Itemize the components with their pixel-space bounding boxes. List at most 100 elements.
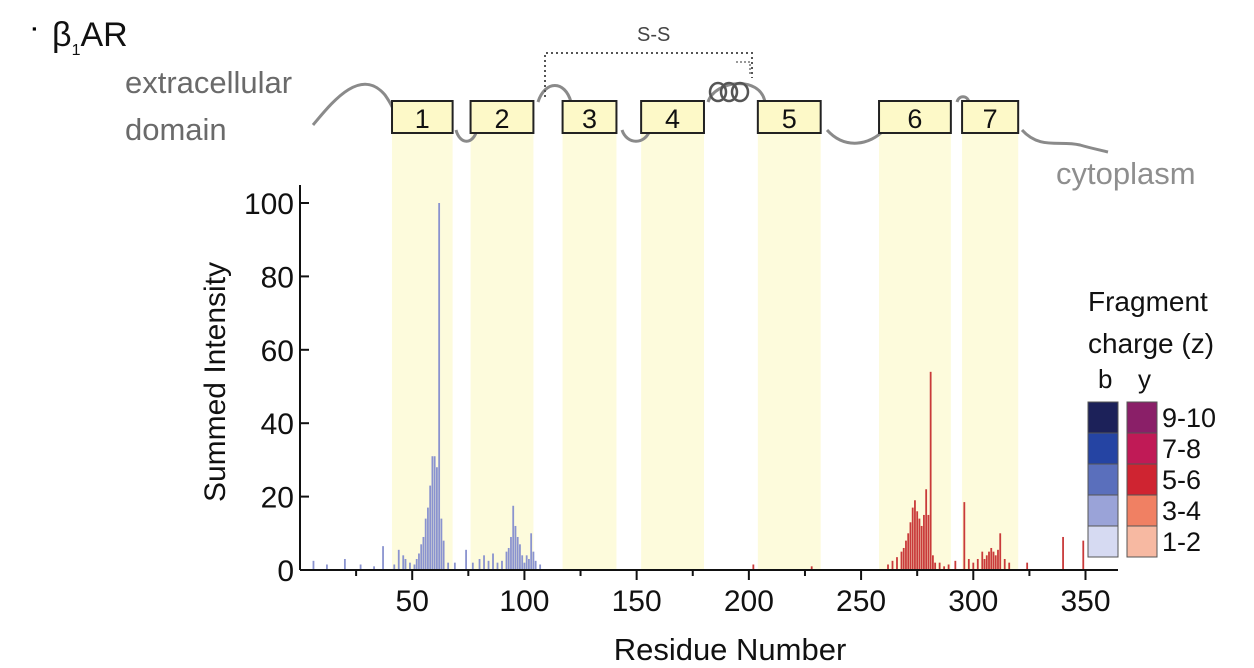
bar-b-97 [516, 536, 519, 570]
bar-y-264 [891, 560, 894, 570]
x-tick-label-150: 150 [612, 585, 662, 618]
bar-b-102 [528, 558, 530, 570]
helix-shade-6 [879, 133, 951, 570]
bar-b-92 [505, 551, 508, 570]
n-terminus-path [311, 82, 398, 126]
panel-title: β1AR [52, 16, 128, 59]
y-tick-label-20: 20 [261, 482, 294, 515]
bar-y-300 [972, 562, 975, 570]
legend-label-9-10: 9-10 [1162, 403, 1216, 433]
bar-y-269 [902, 547, 905, 570]
bar-b-93 [507, 547, 510, 570]
bar-b-59 [431, 456, 434, 570]
helix-box-1 [391, 100, 454, 134]
bar-b-69 [453, 562, 456, 570]
bar-y-316 [1008, 562, 1011, 570]
bar-y-274 [914, 500, 916, 570]
bar-b-82 [483, 555, 485, 570]
loop-icl3 [825, 128, 886, 145]
bar-y-279 [925, 489, 928, 570]
bar-b-20 [343, 558, 346, 570]
bar-y-278 [923, 514, 925, 570]
helix-label-7: 7 [983, 104, 998, 134]
bar-b-44 [397, 549, 400, 570]
helix-box-group: 1 2 3 4 5 6 7 [391, 100, 1020, 134]
helix-shade-4 [641, 133, 704, 570]
bar-y-304 [981, 551, 984, 570]
bar-y-307 [988, 551, 990, 570]
extracellular-label-line1: extracellular [125, 65, 292, 100]
bar-b-63 [440, 518, 443, 570]
y-tick-label-40: 40 [261, 408, 294, 441]
y-axis-label: Summed Intensity [199, 262, 232, 502]
bar-b-37 [382, 546, 384, 570]
bar-y-228 [810, 566, 813, 570]
bar-y-287 [943, 566, 946, 570]
bar-b-61 [436, 467, 438, 570]
legend-col-b: b [1098, 364, 1112, 394]
bar-b-66 [447, 562, 450, 570]
bar-b-60 [433, 456, 436, 570]
legend-swatch-b-3-4 [1087, 494, 1119, 527]
bar-b-88 [496, 562, 499, 570]
legend-swatch-y-3-4 [1126, 494, 1158, 527]
legend-swatch-y-9-10 [1126, 401, 1158, 434]
legend-col-y: y [1138, 364, 1151, 394]
helix-box-4 [640, 100, 705, 134]
helix-label-6: 6 [907, 104, 922, 134]
helix-box-7 [961, 100, 1020, 134]
bar-y-312 [999, 533, 1002, 570]
helix-label-2: 2 [494, 104, 509, 134]
panel-label-mark: ▪ [32, 21, 37, 36]
y-tick-label-100: 100 [244, 188, 294, 221]
bar-b-99 [521, 555, 524, 570]
ecl2-helix-coil [708, 81, 750, 103]
legend-title-line2: charge (z) [1088, 328, 1214, 359]
bar-y-292 [954, 560, 957, 570]
disulfide-bond [544, 52, 753, 97]
bar-b-55 [422, 536, 425, 570]
bar-b-80 [478, 558, 481, 570]
helix-box-6 [878, 100, 952, 134]
legend-label-5-6: 5-6 [1162, 465, 1201, 495]
bar-y-324 [1026, 562, 1029, 570]
bar-b-95 [512, 505, 515, 570]
c-terminus-path [1020, 128, 1109, 154]
bar-y-311 [997, 549, 999, 570]
bar-b-54 [420, 544, 423, 570]
bar-y-309 [992, 551, 995, 570]
legend-swatch-b-1-2 [1087, 525, 1119, 558]
bar-b-62 [438, 203, 441, 570]
helix-shade-7 [962, 133, 1019, 570]
x-tick-label-250: 250 [836, 585, 886, 618]
bar-b-6 [312, 560, 315, 570]
bar-y-270 [905, 540, 907, 570]
helix-label-4: 4 [665, 104, 680, 134]
bar-b-107 [539, 564, 542, 570]
bar-y-273 [911, 507, 914, 570]
bar-y-283 [934, 562, 937, 570]
legend-rows: 9-107-85-63-41-2 [1087, 401, 1216, 558]
y-tick-label-0: 0 [277, 555, 294, 588]
bar-b-101 [525, 555, 528, 570]
x-tick-label-350: 350 [1060, 585, 1110, 618]
bar-b-56 [424, 518, 427, 570]
legend-swatch-b-5-6 [1087, 463, 1119, 496]
bar-y-272 [909, 522, 912, 570]
bar-b-98 [519, 544, 521, 570]
legend-label-3-4: 3-4 [1162, 496, 1201, 526]
bar-b-94 [510, 536, 512, 570]
bar-y-305 [983, 558, 986, 570]
bar-y-271 [907, 533, 910, 570]
legend-swatch-y-7-8 [1126, 432, 1158, 465]
bar-b-86 [492, 553, 494, 570]
bar-b-12 [326, 564, 328, 570]
b-ion-bars [312, 203, 542, 570]
bar-b-90 [501, 560, 503, 570]
bar-y-314 [1003, 558, 1006, 570]
bar-b-100 [523, 562, 526, 570]
legend-swatch-b-9-10 [1087, 401, 1119, 434]
bar-y-306 [985, 555, 988, 570]
bar-b-77 [471, 562, 474, 570]
bar-b-96 [514, 525, 517, 570]
